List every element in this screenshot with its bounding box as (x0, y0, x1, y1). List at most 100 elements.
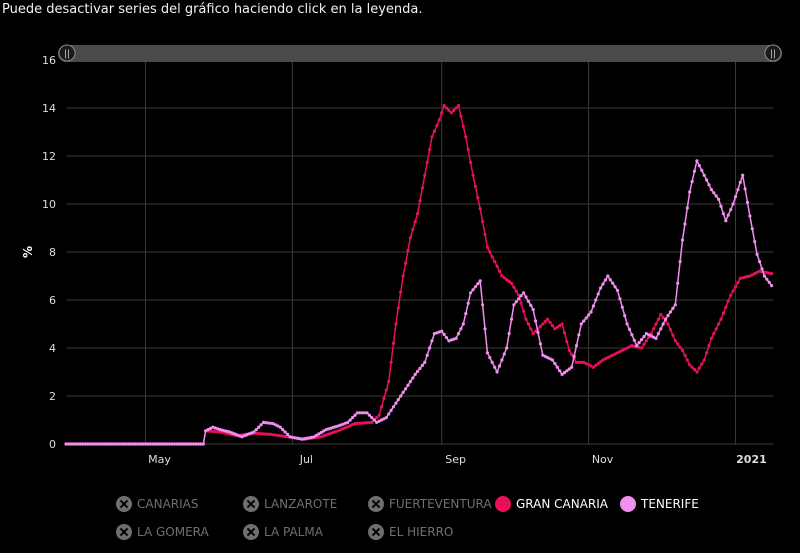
data-point-tenerife (502, 352, 506, 356)
data-point-gran-canaria (389, 360, 393, 364)
data-point-tenerife (71, 442, 75, 446)
legend-item-el-hierro[interactable]: EL HIERRO (368, 524, 453, 540)
data-point-tenerife (765, 277, 769, 281)
data-point-gran-canaria (396, 306, 400, 310)
data-point-gran-canaria (584, 362, 588, 366)
data-point-gran-canaria (745, 275, 750, 279)
data-point-tenerife (620, 305, 624, 309)
legend-label: GRAN CANARIA (516, 497, 609, 511)
data-point-tenerife (642, 335, 646, 339)
navigator-right-handle[interactable] (764, 44, 782, 62)
data-point-tenerife (281, 428, 285, 432)
data-point-tenerife (375, 420, 379, 424)
data-point-gran-canaria (765, 271, 769, 275)
data-point-tenerife (512, 303, 516, 307)
data-point-tenerife (493, 365, 497, 369)
data-point-tenerife (731, 202, 735, 206)
legend-item-fuerteventura[interactable]: FUERTEVENTURA (368, 496, 492, 512)
data-point-tenerife (770, 284, 774, 288)
data-point-tenerife (587, 313, 591, 317)
data-point-gran-canaria (348, 424, 352, 428)
data-point-gran-canaria (377, 413, 381, 417)
data-point-gran-canaria (355, 421, 359, 425)
data-point-tenerife (134, 442, 138, 446)
data-point-tenerife (293, 436, 297, 440)
data-point-tenerife (336, 424, 340, 428)
data-point-gran-canaria (560, 322, 564, 326)
data-point-tenerife (187, 442, 191, 446)
data-point-tenerife (630, 333, 634, 337)
navigator-track[interactable] (58, 45, 782, 62)
data-point-tenerife (529, 303, 533, 307)
data-point-tenerife (729, 208, 733, 212)
data-point-tenerife (360, 411, 364, 415)
data-point-gran-canaria (541, 322, 545, 326)
legend-item-la-palma[interactable]: LA PALMA (243, 524, 323, 540)
navigator-left-handle[interactable] (58, 44, 76, 62)
data-point-tenerife (290, 435, 294, 439)
legend-label: LA PALMA (264, 525, 323, 539)
data-point-tenerife (705, 178, 709, 182)
data-point-gran-canaria (522, 309, 526, 313)
data-point-gran-canaria (705, 351, 709, 355)
data-point-gran-canaria (731, 289, 735, 293)
data-point-gran-canaria (456, 104, 461, 108)
data-point-tenerife (370, 416, 374, 420)
data-point-gran-canaria (264, 432, 268, 436)
data-point-gran-canaria (538, 324, 543, 328)
legend-item-la-gomera[interactable]: LA GOMERA (116, 524, 209, 540)
data-point-gran-canaria (543, 320, 547, 324)
data-point-tenerife (644, 332, 649, 336)
data-point-tenerife (372, 418, 376, 422)
data-point-tenerife (155, 442, 160, 446)
data-point-gran-canaria (623, 347, 627, 351)
data-point-gran-canaria (437, 118, 441, 122)
legend-item-canarias[interactable]: CANARIAS (116, 496, 198, 512)
legend-item-gran-canaria[interactable]: GRAN CANARIA (495, 496, 608, 512)
data-point-tenerife (115, 442, 119, 446)
data-point-tenerife (213, 426, 217, 430)
data-point-gran-canaria (676, 342, 680, 346)
data-point-gran-canaria (519, 301, 523, 305)
data-point-tenerife (305, 436, 309, 440)
data-point-tenerife (288, 435, 292, 439)
data-point-gran-canaria (603, 357, 608, 361)
data-point-tenerife (411, 376, 415, 380)
data-point-tenerife (428, 346, 432, 350)
data-point-gran-canaria (671, 333, 675, 337)
data-point-gran-canaria (257, 431, 261, 436)
data-point-gran-canaria (683, 353, 687, 357)
data-point-tenerife (444, 336, 449, 340)
legend-item-lanzarote[interactable]: LANZAROTE (243, 496, 337, 512)
data-point-tenerife (158, 442, 162, 446)
data-point-tenerife (389, 408, 393, 412)
data-point-gran-canaria (589, 364, 593, 368)
data-point-tenerife (119, 442, 123, 446)
data-point-tenerife (611, 281, 615, 285)
data-point-gran-canaria (322, 434, 326, 438)
data-point-gran-canaria (432, 129, 436, 133)
data-point-gran-canaria (324, 433, 328, 437)
data-point-tenerife (76, 442, 80, 446)
data-point-gran-canaria (601, 358, 605, 362)
data-point-tenerife (582, 319, 586, 323)
data-point-gran-canaria (668, 328, 673, 332)
data-point-tenerife (560, 372, 564, 376)
data-point-tenerife (673, 303, 677, 307)
data-point-gran-canaria (700, 362, 704, 366)
data-point-gran-canaria (717, 322, 721, 326)
data-point-tenerife (66, 442, 70, 446)
data-point-gran-canaria (281, 434, 285, 438)
data-point-gran-canaria (423, 173, 427, 177)
data-point-tenerife (724, 219, 728, 223)
data-point-tenerife (534, 319, 538, 323)
data-point-tenerife (240, 435, 244, 439)
legend-item-tenerife[interactable]: TENERIFE (620, 496, 699, 512)
data-point-gran-canaria (719, 317, 723, 321)
data-point-tenerife (338, 423, 343, 427)
data-point-tenerife (695, 159, 699, 163)
data-point-tenerife (382, 417, 386, 421)
data-point-tenerife (165, 442, 169, 446)
data-point-gran-canaria (216, 430, 220, 434)
data-point-gran-canaria (411, 228, 415, 232)
